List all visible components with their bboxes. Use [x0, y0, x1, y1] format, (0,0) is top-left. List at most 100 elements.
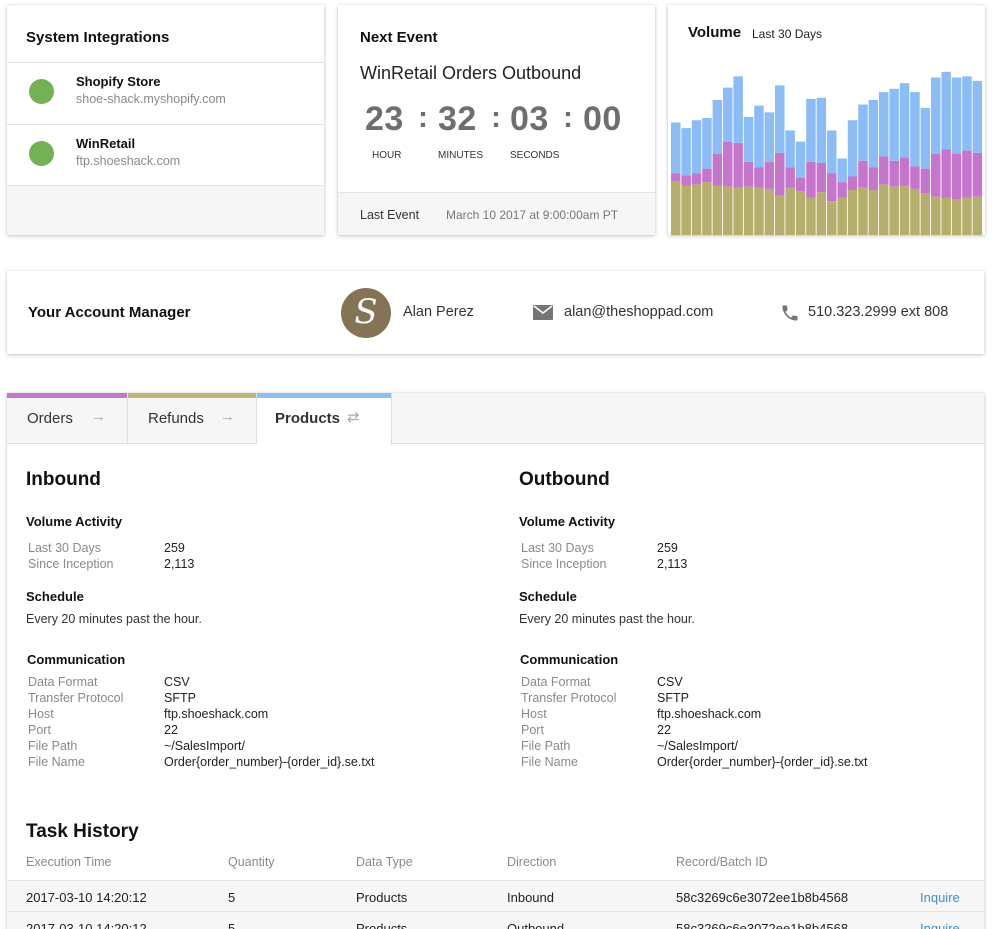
volume-bar-segment [962, 197, 972, 235]
volume-bar-segment [691, 120, 702, 174]
system-integrations-card: System Integrations Shopify Store shoe-s… [7, 5, 324, 235]
integration-item-winretail[interactable]: WinRetail ftp.shoeshack.com [7, 124, 324, 186]
cell-execution-time: 2017-03-10 14:20:12 [26, 921, 147, 929]
countdown-hour: 23 [365, 100, 404, 138]
volume-bar-segment [910, 92, 920, 167]
volume-bar-segment [816, 163, 827, 193]
volume-bar-segment [899, 83, 910, 158]
volume-bar-segment [671, 181, 681, 235]
outbound-comm-key: Host [521, 707, 547, 721]
column-header-record-batch-id: Record/Batch ID [676, 855, 768, 869]
volume-bar-segment [972, 152, 983, 197]
integration-item-shopify[interactable]: Shopify Store shoe-shack.myshopify.com [7, 62, 324, 124]
volume-bar-segment [743, 161, 754, 187]
outbound-volume-key: Last 30 Days [521, 541, 594, 555]
next-event-title: Next Event [360, 29, 438, 46]
outbound-communication-title: Communication [520, 652, 619, 667]
outbound-comm-value: SFTP [657, 691, 689, 705]
outbound-comm-key: File Name [521, 755, 578, 769]
volume-bar-segment [931, 154, 941, 197]
volume-bar-segment [702, 182, 712, 235]
inbound-comm-key: File Name [28, 755, 85, 769]
table-row: 2017-03-10 14:20:12 5 Products Outbound … [7, 911, 984, 929]
integrations-title: System Integrations [26, 29, 170, 46]
inbound-comm-key: File Path [28, 739, 78, 753]
inbound-comm-value: CSV [164, 675, 190, 689]
volume-bar-segment [795, 141, 806, 178]
inbound-communication-title: Communication [27, 652, 126, 667]
cell-quantity: 5 [228, 921, 236, 929]
inbound-comm-value: Order{order_number}-{order_id}.se.txt [164, 755, 375, 769]
tab-label: Products [275, 410, 341, 427]
volume-bar-segment [858, 104, 868, 161]
volume-bar-segment [764, 188, 775, 235]
tab-label: Refunds [148, 410, 204, 427]
outbound-title: Outbound [519, 469, 610, 490]
integration-details-panel: Orders → Refunds → Products ⇄ Inbound Vo… [7, 393, 984, 929]
volume-bar-segment [743, 186, 754, 235]
volume-bar-segment [920, 107, 931, 169]
volume-bar-segment [754, 105, 764, 168]
manager-phone[interactable]: 510.323.2999 ext 808 [808, 304, 949, 320]
outbound-comm-value: 22 [657, 723, 671, 737]
volume-bar-segment [816, 192, 827, 235]
cell-execution-time: 2017-03-10 14:20:12 [26, 890, 147, 905]
event-name: WinRetail Orders Outbound [360, 63, 582, 83]
tab-color-stripe [7, 393, 127, 398]
outbound-volume-value: 2,113 [657, 557, 688, 571]
volume-bar-segment [827, 173, 837, 202]
outbound-comm-value: Order{order_number}-{order_id}.se.txt [657, 755, 868, 769]
countdown-seconds-label: SECONDS [510, 150, 560, 161]
tab-color-stripe [257, 393, 391, 398]
inbound-volume-key: Since Inception [28, 557, 114, 571]
volume-bar-segment [868, 190, 879, 235]
inquire-link[interactable]: Inquire [920, 890, 960, 905]
inbound-title: Inbound [26, 469, 101, 490]
cell-data-type: Products [356, 921, 408, 929]
account-manager-title: Your Account Manager [28, 304, 191, 321]
volume-bar-segment [837, 182, 847, 198]
countdown-separator: : [418, 101, 428, 134]
countdown-frames: 00 [583, 100, 622, 138]
inbound-comm-key: Transfer Protocol [28, 691, 124, 705]
volume-bar-segment [837, 158, 847, 183]
next-event-card: Next Event WinRetail Orders Outbound 23 … [338, 5, 655, 235]
column-header-direction: Direction [507, 855, 557, 869]
tab-orders[interactable]: Orders → [7, 393, 128, 444]
volume-bar-segment [785, 167, 795, 188]
cell-record-id: 58c3269c6e3072ee1b8b4568 [676, 890, 849, 905]
volume-bar-segment [868, 100, 879, 168]
inbound-comm-key: Port [28, 723, 51, 737]
avatar: S [341, 288, 391, 338]
volume-bar-segment [775, 85, 785, 153]
volume-bar-segment [868, 167, 879, 190]
tab-products[interactable]: Products ⇄ [257, 393, 392, 445]
tab-refunds[interactable]: Refunds → [128, 393, 257, 444]
volume-bar-segment [795, 191, 806, 235]
inbound-schedule-title: Schedule [26, 589, 84, 604]
volume-bar-segment [681, 128, 691, 176]
integrations-footer [7, 185, 324, 235]
volume-bar-segment [889, 160, 899, 187]
cell-data-type: Products [356, 890, 408, 905]
volume-bar-segment [712, 100, 723, 154]
volume-bar-segment [827, 130, 837, 174]
inbound-comm-key: Host [28, 707, 54, 721]
volume-bar-segment [920, 168, 931, 194]
integration-host: ftp.shoeshack.com [76, 154, 181, 168]
volume-bar-segment [951, 154, 962, 199]
manager-email[interactable]: alan@theshoppad.com [564, 304, 714, 320]
volume-bar-segment [931, 196, 941, 235]
volume-bar-segment [962, 150, 972, 198]
volume-bar-segment [733, 76, 743, 143]
phone-icon [782, 305, 798, 321]
inquire-link[interactable]: Inquire [920, 921, 960, 929]
volume-bar-segment [785, 130, 795, 168]
outbound-comm-key: Transfer Protocol [521, 691, 617, 705]
arrow-right-icon: → [91, 408, 106, 425]
volume-subtitle: Last 30 Days [752, 27, 823, 41]
volume-bar-segment [920, 193, 931, 235]
volume-bar-segment [775, 152, 785, 196]
inbound-comm-value: ~/SalesImport/ [164, 739, 245, 753]
last-event-label: Last Event [360, 208, 420, 222]
